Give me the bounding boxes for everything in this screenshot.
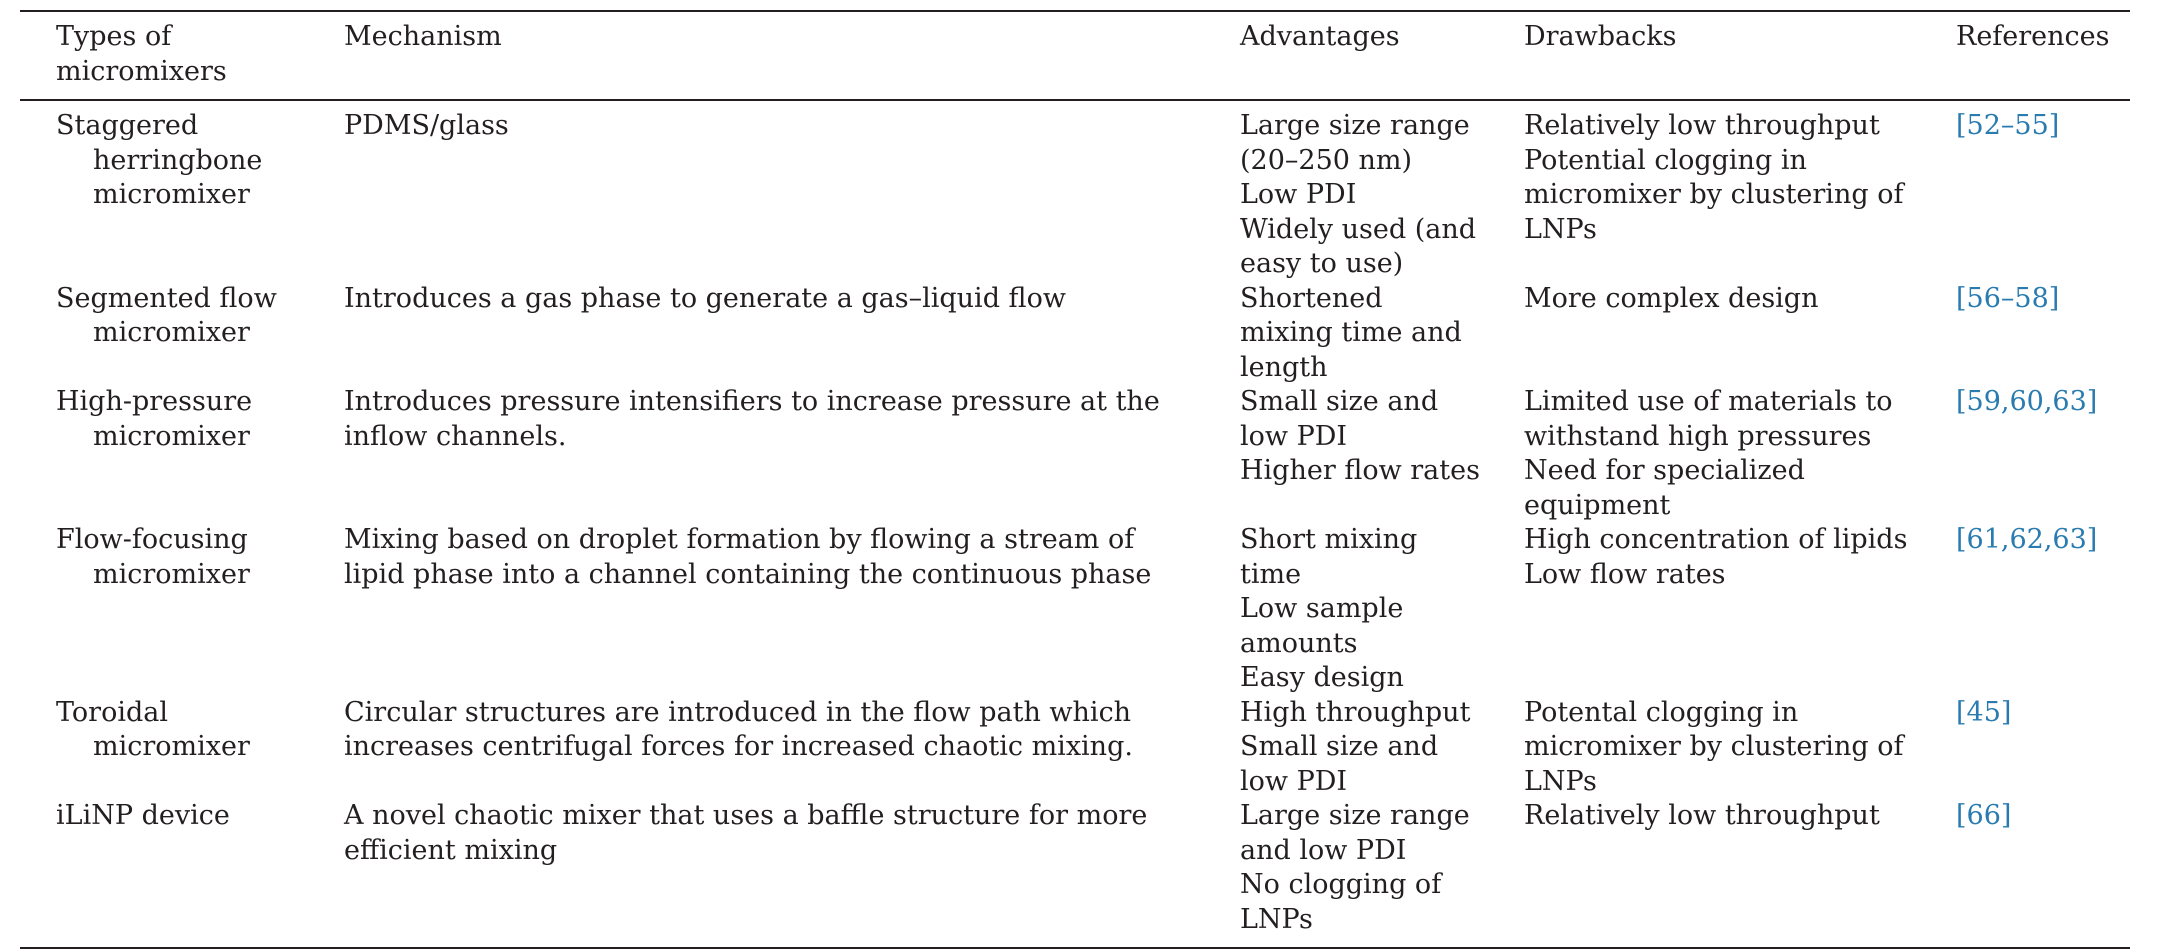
micromixer-type: High-pressure micromixer [56, 386, 253, 452]
header-drawbacks: Drawbacks [1524, 21, 1677, 52]
drawback-item: Relatively low throughput [1524, 110, 1880, 141]
cell-advantages: Large size range and low PDI No clogging… [1204, 799, 1488, 948]
micromixer-type: Toroidal micromixer [56, 696, 250, 763]
drawback-item: Relatively low throughput [1524, 800, 1880, 831]
cell-mechanism: Introduces pressure intensifiers to incr… [344, 386, 1160, 452]
header-references: References [1956, 21, 2110, 52]
cell-drawbacks: More complex design [1488, 282, 1920, 386]
micromixer-type: Segmented flow micromixer [56, 282, 277, 349]
cell-mechanism: A novel chaotic mixer that uses a baffle… [344, 800, 1148, 866]
cell-mechanism: Mixing based on droplet formation by flo… [344, 524, 1152, 590]
advantage-item: Small size and low PDI [1240, 386, 1439, 452]
advantage-item: Low sample amounts [1240, 593, 1404, 659]
cell-references: [52–55] [1920, 100, 2130, 282]
advantage-item: Higher flow rates [1240, 455, 1480, 486]
cell-mechanism: PDMS/glass [344, 110, 509, 141]
micromixer-table-container: Types of micromixers Mechanism Advantage… [20, 10, 2130, 949]
cell-advantages: Short mixing time Low sample amounts Eas… [1204, 523, 1488, 696]
table-row: Staggered herringbone micromixer PDMS/gl… [20, 100, 2130, 282]
table-row: High-pressure micromixer Introduces pres… [20, 385, 2130, 523]
cell-drawbacks: Relatively low throughput [1488, 799, 1920, 948]
cell-advantages: Large size range (20–250 nm) Low PDI Wid… [1204, 100, 1488, 282]
cell-advantages: Small size and low PDI Higher flow rates [1204, 385, 1488, 523]
cell-references: [45] [1920, 696, 2130, 800]
drawback-item: Limited use of materials to withstand hi… [1524, 386, 1893, 452]
drawback-item: High concentration of lipids [1524, 524, 1908, 555]
header-types-of-micromixers: Types of micromixers [56, 21, 227, 87]
cell-type: Segmented flow micromixer [20, 282, 308, 386]
cell-references: [59,60,63] [1920, 385, 2130, 523]
advantage-item: High throughput [1240, 696, 1471, 728]
cell-references: [61,62,63] [1920, 523, 2130, 696]
cell-drawbacks: Limited use of materials to withstand hi… [1488, 385, 1920, 523]
drawback-item: Need for specialized equipment [1524, 455, 1805, 521]
micromixer-type: Flow-focusing micromixer [56, 524, 250, 590]
cell-references: [56–58] [1920, 282, 2130, 386]
reference-link[interactable]: [59,60,63] [1956, 386, 2098, 417]
cell-mechanism: Introduces a gas phase to generate a gas… [344, 282, 1066, 314]
header-mechanism: Mechanism [344, 21, 502, 52]
micromixer-type: Staggered herringbone micromixer [56, 110, 263, 210]
table-row: Flow-focusing micromixer Mixing based on… [20, 523, 2130, 696]
reference-link[interactable]: [66] [1956, 800, 2012, 831]
table-row: Toroidal micromixer Circular structures … [20, 696, 2130, 800]
advantage-item: Large size range (20–250 nm) [1240, 110, 1470, 176]
cell-type: Toroidal micromixer [20, 696, 308, 800]
table-row: Segmented flow micromixer Introduces a g… [20, 282, 2130, 386]
advantage-item: Easy design [1240, 662, 1404, 693]
micromixer-type: iLiNP device [56, 800, 230, 831]
cell-mechanism: Circular structures are introduced in th… [344, 696, 1133, 763]
cell-type: Staggered herringbone micromixer [20, 100, 308, 282]
reference-link[interactable]: [56–58] [1956, 282, 2060, 314]
cell-advantages: Shortened mixing time and length [1204, 282, 1488, 386]
cell-drawbacks: High concentration of lipids Low flow ra… [1488, 523, 1920, 696]
advantage-item: Widely used (and easy to use) [1240, 213, 1477, 280]
drawback-item: Low flow rates [1524, 558, 1726, 590]
cell-type: High-pressure micromixer [20, 385, 308, 523]
drawback-item: Potential clogging in micromixer by clus… [1524, 144, 1904, 245]
cell-references: [66] [1920, 799, 2130, 948]
cell-drawbacks: Relatively low throughput Potential clog… [1488, 100, 1920, 282]
reference-link[interactable]: [52–55] [1956, 110, 2060, 141]
advantage-item: Low PDI [1240, 179, 1357, 210]
advantage-item: Short mixing time [1240, 524, 1418, 590]
advantage-item: Small size and low PDI [1240, 731, 1439, 797]
table-header-row: Types of micromixers Mechanism Advantage… [20, 11, 2130, 100]
reference-link[interactable]: [45] [1956, 696, 2012, 728]
cell-drawbacks: Potental clogging in micromixer by clust… [1488, 696, 1920, 800]
micromixer-comparison-table: Types of micromixers Mechanism Advantage… [20, 10, 2130, 949]
advantage-item: No clogging of LNPs [1240, 869, 1442, 935]
cell-type: Flow-focusing micromixer [20, 523, 308, 696]
cell-type: iLiNP device [20, 799, 308, 948]
table-row: iLiNP device A novel chaotic mixer that … [20, 799, 2130, 948]
drawback-item: More complex design [1524, 282, 1819, 314]
cell-advantages: High throughput Small size and low PDI [1204, 696, 1488, 800]
reference-link[interactable]: [61,62,63] [1956, 524, 2098, 555]
advantage-item: Large size range and low PDI [1240, 800, 1470, 866]
drawback-item: Potental clogging in micromixer by clust… [1524, 696, 1904, 797]
advantage-item: Shortened mixing time and length [1240, 282, 1462, 383]
header-advantages: Advantages [1240, 21, 1400, 52]
